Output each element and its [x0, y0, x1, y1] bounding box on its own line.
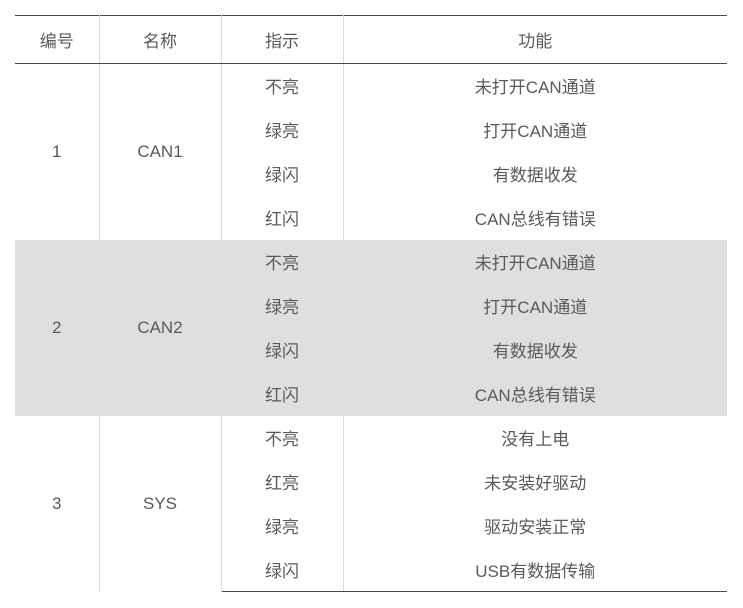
cell-indicator: 红亮 [221, 460, 343, 504]
cell-num: 2 [15, 240, 99, 416]
cell-function: 打开CAN通道 [343, 108, 727, 152]
col-header-num: 编号 [15, 16, 99, 64]
cell-indicator: 红闪 [221, 372, 343, 416]
cell-indicator: 不亮 [221, 64, 343, 108]
table-row: 1 CAN1 不亮 未打开CAN通道 [15, 64, 727, 108]
cell-indicator: 不亮 [221, 416, 343, 460]
led-status-table: 编号 名称 指示 功能 1 CAN1 不亮 未打开CAN通道 绿亮 打开CAN通… [15, 15, 727, 592]
cell-name: CAN1 [99, 64, 221, 240]
cell-name: SYS [99, 416, 221, 592]
cell-function: 未打开CAN通道 [343, 240, 727, 284]
cell-function: USB有数据传输 [343, 548, 727, 592]
cell-function: 未安装好驱动 [343, 460, 727, 504]
table-row: 2 CAN2 不亮 未打开CAN通道 [15, 240, 727, 284]
cell-function: 驱动安装正常 [343, 504, 727, 548]
cell-indicator: 不亮 [221, 240, 343, 284]
col-header-name: 名称 [99, 16, 221, 64]
cell-name: CAN2 [99, 240, 221, 416]
cell-indicator: 绿亮 [221, 284, 343, 328]
cell-indicator: 绿亮 [221, 504, 343, 548]
col-header-indicator: 指示 [221, 16, 343, 64]
cell-indicator: 绿闪 [221, 548, 343, 592]
cell-indicator: 红闪 [221, 196, 343, 240]
cell-num: 1 [15, 64, 99, 240]
cell-function: 未打开CAN通道 [343, 64, 727, 108]
cell-function: CAN总线有错误 [343, 372, 727, 416]
table-header-row: 编号 名称 指示 功能 [15, 16, 727, 64]
cell-indicator: 绿亮 [221, 108, 343, 152]
cell-function: 打开CAN通道 [343, 284, 727, 328]
cell-function: CAN总线有错误 [343, 196, 727, 240]
cell-num: 3 [15, 416, 99, 592]
cell-function: 没有上电 [343, 416, 727, 460]
cell-function: 有数据收发 [343, 152, 727, 196]
cell-function: 有数据收发 [343, 328, 727, 372]
cell-indicator: 绿闪 [221, 152, 343, 196]
table-row: 3 SYS 不亮 没有上电 [15, 416, 727, 460]
cell-indicator: 绿闪 [221, 328, 343, 372]
col-header-function: 功能 [343, 16, 727, 64]
